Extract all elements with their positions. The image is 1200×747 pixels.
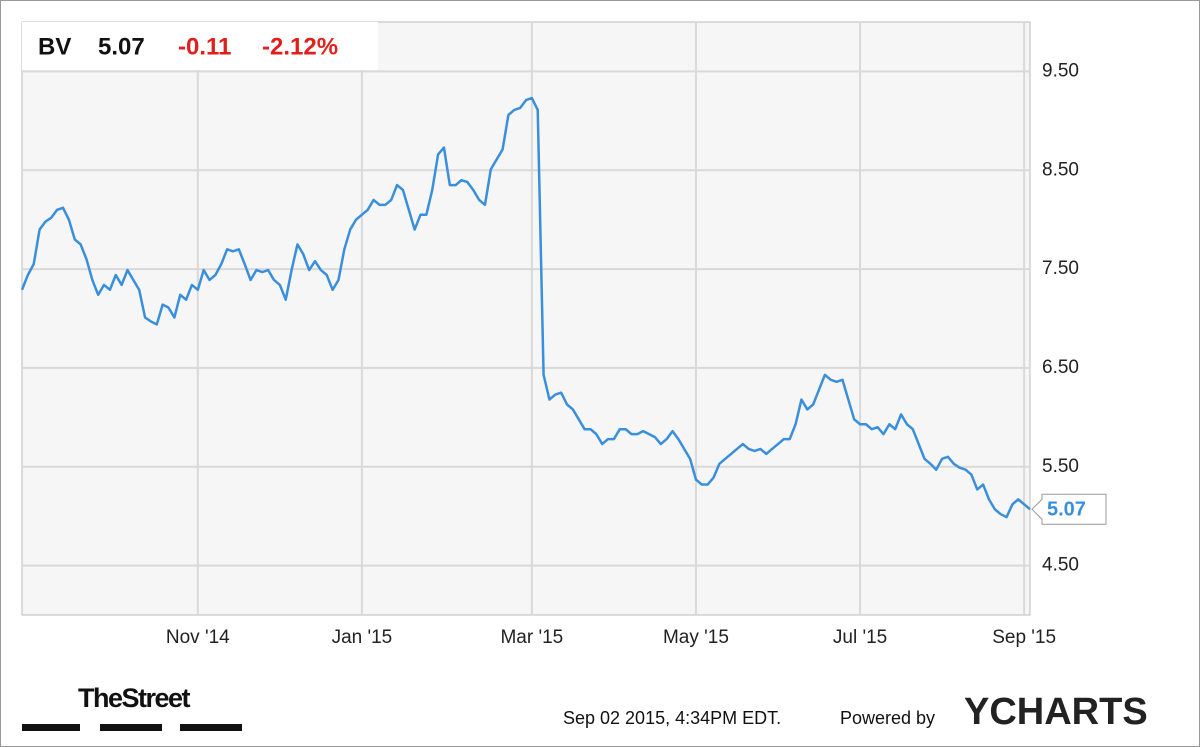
change-percent: -2.12% [262, 33, 338, 60]
plot-area [21, 21, 1031, 616]
logo-bar [180, 724, 242, 731]
last-value-label: 5.07 [1047, 499, 1086, 521]
axis-labels: 4.50 5.50 6.50 7.50 8.50 9.50 Nov '14 Jan '15 Ma… [166, 60, 1079, 648]
y-tick-label: 8.50 [1042, 159, 1079, 180]
grid [22, 22, 1030, 615]
symbol: BV [38, 33, 71, 60]
y-tick-label: 6.50 [1042, 357, 1079, 378]
y-tick-label: 7.50 [1042, 258, 1079, 279]
x-tick-label: Jul '15 [833, 627, 887, 648]
series: 5.07 [20, 96, 1107, 525]
y-tick-label: 9.50 [1042, 60, 1079, 81]
x-tick-label: May '15 [663, 627, 729, 648]
thestreet-logo: TheStreet [78, 683, 191, 713]
y-tick-label: 4.50 [1042, 555, 1079, 576]
logo-bar [100, 724, 162, 731]
price: 5.07 [98, 33, 145, 60]
change: -0.11 [178, 33, 231, 60]
y-tick-label: 5.50 [1042, 456, 1079, 477]
timestamp: Sep 02 2015, 4:34PM EDT. [563, 708, 781, 728]
x-tick-label: Mar '15 [500, 627, 563, 648]
header-box [22, 22, 378, 70]
x-tick-label: Jan '15 [332, 627, 393, 648]
last-value-box [1031, 493, 1107, 525]
x-tick-label: Nov '14 [166, 627, 230, 648]
x-tick-label: Sep '15 [992, 627, 1056, 648]
ycharts-logo: YCHARTS [964, 691, 1148, 733]
price-line [20, 96, 1031, 519]
logo-bar [22, 724, 80, 731]
powered-by: Powered by [840, 708, 935, 728]
